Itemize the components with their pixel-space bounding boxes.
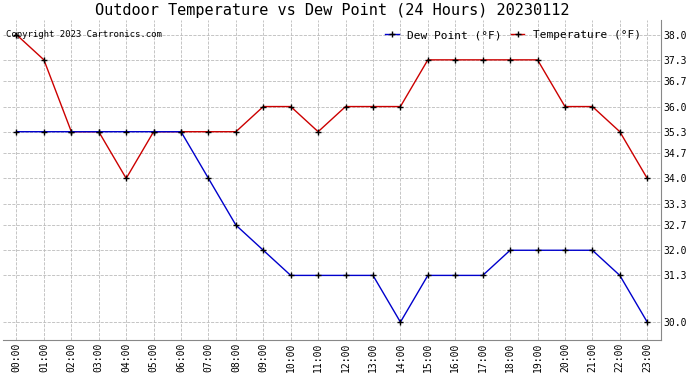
Text: Copyright 2023 Cartronics.com: Copyright 2023 Cartronics.com — [6, 30, 162, 39]
Legend: Dew Point (°F), Temperature (°F): Dew Point (°F), Temperature (°F) — [381, 26, 646, 45]
Title: Outdoor Temperature vs Dew Point (24 Hours) 20230112: Outdoor Temperature vs Dew Point (24 Hou… — [95, 3, 569, 18]
